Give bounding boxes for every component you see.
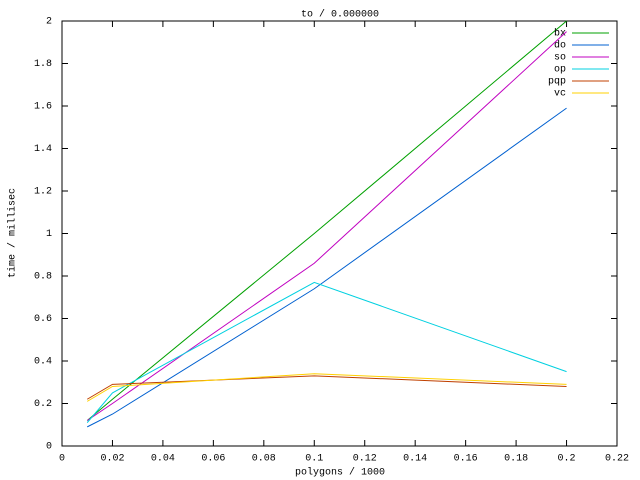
y-tick-label: 0.6 xyxy=(34,314,52,325)
y-tick-label: 1 xyxy=(46,229,52,240)
y-tick-label: 0.2 xyxy=(34,399,52,410)
y-tick-label: 1.8 xyxy=(34,59,52,70)
series-line xyxy=(87,107,567,428)
x-tick-label: 0.22 xyxy=(605,454,629,465)
x-axis-label: polygons / 1000 xyxy=(295,467,385,479)
legend-label: vc xyxy=(554,89,566,100)
legend-label: op xyxy=(554,65,566,76)
chart-title: to / 0.000000 xyxy=(301,9,379,21)
y-axis-label: time / millisec xyxy=(7,188,19,278)
x-tick-label: 0 xyxy=(59,454,65,465)
legend-label: bx xyxy=(554,28,566,40)
y-tick-label: 1.6 xyxy=(34,102,52,113)
y-tick-label: 1.2 xyxy=(34,187,52,198)
series-line xyxy=(86,20,567,421)
x-tick-label: 0.04 xyxy=(151,454,175,465)
y-tick-label: 1.4 xyxy=(34,144,52,155)
y-tick-label: 0 xyxy=(46,442,52,453)
series-line xyxy=(86,373,567,402)
x-tick-label: 0.08 xyxy=(252,454,276,465)
plot-border xyxy=(61,20,618,447)
series-line xyxy=(86,375,567,400)
x-tick-label: 0.14 xyxy=(403,454,427,465)
x-tick-label: 0.12 xyxy=(353,454,377,465)
x-tick-label: 0.18 xyxy=(504,454,528,465)
legend-label: pqp xyxy=(548,77,566,88)
x-tick-label: 0.16 xyxy=(454,454,478,465)
y-tick-label: 0.4 xyxy=(34,357,52,368)
series-line xyxy=(86,31,567,421)
legend-label: do xyxy=(554,40,566,52)
x-tick-label: 0.06 xyxy=(201,454,225,465)
x-tick-label: 0.02 xyxy=(100,454,124,465)
legend-label: so xyxy=(554,53,566,64)
series-line xyxy=(86,281,567,423)
x-tick-label: 0.2 xyxy=(558,454,576,465)
y-tick-label: 0.8 xyxy=(34,272,52,283)
y-tick-label: 2 xyxy=(46,17,52,28)
x-tick-label: 0.1 xyxy=(305,454,323,465)
